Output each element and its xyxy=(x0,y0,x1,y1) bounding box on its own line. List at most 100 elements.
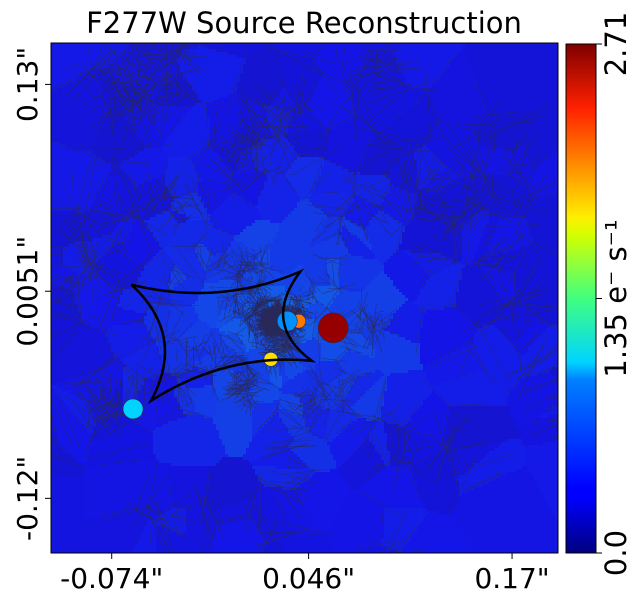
mesh-cell-strip xyxy=(222,202,252,205)
mesh-cell-strip xyxy=(198,190,234,193)
mesh-cell-strip xyxy=(210,220,255,223)
mesh-cell-strip xyxy=(480,88,558,91)
mesh-cell-strip xyxy=(162,145,210,148)
mesh-cell-strip xyxy=(549,505,558,508)
mesh-cell-strip xyxy=(126,238,156,241)
mesh-cell-strip xyxy=(522,466,528,469)
mesh-cell-strip xyxy=(120,166,168,169)
mesh-cell-strip xyxy=(213,148,243,151)
mesh-cell-strip xyxy=(204,415,213,418)
mesh-cell-strip xyxy=(198,256,213,259)
mesh-cell-strip xyxy=(459,289,495,292)
mesh-cell-strip xyxy=(390,103,414,106)
mesh-cell-strip xyxy=(378,46,399,49)
mesh-cell-strip xyxy=(405,430,411,433)
mesh-cell-strip xyxy=(384,532,414,535)
mesh-cell-strip xyxy=(375,136,384,139)
mesh-cell-strip xyxy=(315,400,342,403)
mesh-cell-strip xyxy=(435,391,504,394)
mesh-cell-strip xyxy=(240,109,249,112)
mesh-cell-strip xyxy=(387,79,405,82)
mesh-cell-strip xyxy=(459,484,483,487)
mesh-cell-strip xyxy=(474,547,558,550)
mesh-cell-edge xyxy=(121,318,145,323)
mesh-cell-strip xyxy=(351,454,381,457)
mesh-cell-strip xyxy=(300,397,315,400)
mesh-cell-strip xyxy=(264,538,282,541)
mesh-cell-strip xyxy=(282,538,330,541)
mesh-cell-strip xyxy=(123,427,147,430)
mesh-cell-strip xyxy=(384,580,435,583)
mesh-cell-strip xyxy=(342,319,366,322)
mesh-cell-strip xyxy=(81,217,123,220)
mesh-cell-strip xyxy=(69,343,111,346)
mesh-cell-strip xyxy=(582,565,588,568)
mesh-cell-strip xyxy=(480,124,534,127)
mesh-cell-strip xyxy=(345,121,363,124)
mesh-cell-strip xyxy=(252,289,258,292)
mesh-cell-strip xyxy=(51,337,72,340)
mesh-cell-strip xyxy=(555,379,558,382)
mesh-cell-strip xyxy=(132,550,156,553)
mesh-cell-strip xyxy=(51,334,75,337)
mesh-cell-strip xyxy=(285,229,318,232)
mesh-cell-strip xyxy=(456,520,558,523)
mesh-cell-strip xyxy=(255,496,276,499)
mesh-cell-strip xyxy=(144,220,177,223)
mesh-cell-strip xyxy=(249,298,255,301)
mesh-cell-strip xyxy=(207,337,222,340)
mesh-cell-strip xyxy=(114,229,132,232)
mesh-cell-strip xyxy=(231,169,237,172)
mesh-cell-strip xyxy=(51,274,84,277)
mesh-cell-edge xyxy=(325,406,330,427)
mesh-cell-strip xyxy=(531,250,549,253)
mesh-cell-strip xyxy=(198,313,222,316)
mesh-cell-strip xyxy=(447,67,471,70)
mesh-cell-strip xyxy=(186,508,189,511)
mesh-cell-strip xyxy=(90,403,108,406)
mesh-cell-strip xyxy=(315,319,318,322)
mesh-cell-strip xyxy=(246,58,282,61)
mesh-cell-strip xyxy=(183,343,204,346)
mesh-cell-strip xyxy=(399,64,450,67)
mesh-cell-strip xyxy=(156,574,207,577)
mesh-cell-strip xyxy=(156,544,189,547)
mesh-cell-strip xyxy=(183,412,198,415)
mesh-cell-strip xyxy=(498,214,528,217)
mesh-cell-strip xyxy=(474,253,486,256)
mesh-cell-strip xyxy=(285,280,309,283)
mesh-cell-strip xyxy=(435,130,474,133)
mesh-cell-strip xyxy=(420,100,432,103)
mesh-cell-strip xyxy=(318,232,339,235)
mesh-cell-strip xyxy=(420,292,456,295)
mesh-cell-strip xyxy=(309,316,321,319)
mesh-cell-strip xyxy=(252,412,276,415)
mesh-cell-strip xyxy=(129,112,156,115)
mesh-cell-strip xyxy=(75,298,96,301)
mesh-cell-strip xyxy=(240,76,282,79)
mesh-cell-strip xyxy=(393,283,426,286)
mesh-cell-edge xyxy=(61,66,134,89)
mesh-cell-strip xyxy=(282,226,321,229)
mesh-cell-edge xyxy=(385,439,388,451)
mesh-cell-strip xyxy=(51,79,75,82)
mesh-cell-strip xyxy=(288,94,312,97)
mesh-cell-strip xyxy=(429,457,453,460)
mesh-cell-strip xyxy=(255,385,276,388)
mesh-cell-strip xyxy=(300,304,309,307)
mesh-cell-strip xyxy=(240,247,249,250)
mesh-cell-strip xyxy=(279,226,282,229)
mesh-cell-strip xyxy=(276,412,279,415)
mesh-cell-strip xyxy=(255,433,291,436)
mesh-cell-strip xyxy=(327,310,330,313)
mesh-cell-strip xyxy=(207,502,237,505)
mesh-cell-strip xyxy=(486,118,537,121)
mesh-cell-strip xyxy=(423,505,456,508)
mesh-cell-strip xyxy=(54,388,63,391)
mesh-cell-strip xyxy=(72,292,75,295)
mesh-cell-strip xyxy=(528,223,558,226)
mesh-cell-strip xyxy=(123,292,141,295)
mesh-cell-strip xyxy=(363,226,366,229)
mesh-cell-strip xyxy=(78,331,105,334)
mesh-cell-strip xyxy=(459,526,558,529)
